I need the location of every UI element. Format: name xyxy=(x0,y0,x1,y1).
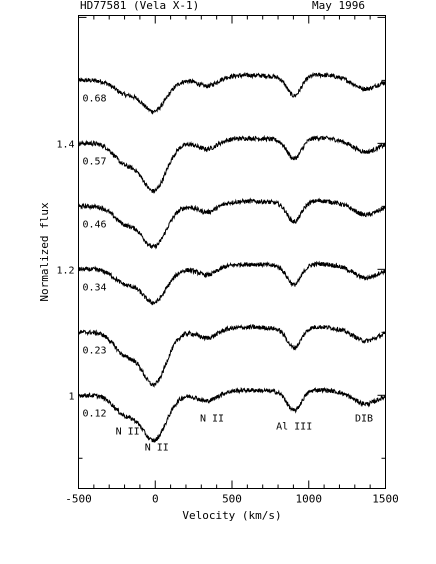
phase-label: 0.57 xyxy=(83,156,107,167)
line-id-label: Al III xyxy=(276,421,312,432)
line-id-label: N II xyxy=(116,426,140,437)
phase-label: 0.12 xyxy=(83,408,107,419)
line-id-label: N II xyxy=(200,414,224,425)
phase-label: 0.34 xyxy=(83,282,107,293)
y-tick-label: 1.4 xyxy=(56,139,74,150)
x-axis-label: Velocity (km/s) xyxy=(182,509,281,522)
x-tick-label: 0 xyxy=(152,493,159,506)
phase-label: 0.23 xyxy=(83,345,107,356)
spectrum-line xyxy=(78,71,386,115)
line-id-label: N II xyxy=(145,443,169,454)
spectrum-line xyxy=(78,134,386,194)
y-axis-label: Normalized flux xyxy=(38,202,51,302)
x-tick-label: 500 xyxy=(222,493,242,506)
phase-label: 0.68 xyxy=(83,93,107,104)
axis-ticks: -500 0 500 1000 1500 1 1.2 1.4 xyxy=(56,15,399,506)
title-right: May 1996 xyxy=(312,0,365,12)
y-tick-label: 1.2 xyxy=(56,265,74,276)
line-id-label: DIB xyxy=(355,414,373,425)
phase-label: 0.46 xyxy=(83,219,107,230)
x-tick-label: -500 xyxy=(65,493,92,506)
x-tick-label: 1500 xyxy=(372,493,399,506)
spectrum-line xyxy=(78,197,386,250)
y-tick-label: 1 xyxy=(68,391,74,402)
annotations: N II N II N II Al III DIB xyxy=(116,414,373,454)
spectrum-line xyxy=(78,323,386,388)
spectra-curves: 0.68 0.57 0.46 0.34 0.23 0.12 xyxy=(78,71,386,443)
title-left: HD77581 (Vela X-1) xyxy=(80,0,199,12)
x-tick-label: 1000 xyxy=(296,493,323,506)
spectrum-line xyxy=(78,260,386,306)
spectrum-line xyxy=(78,386,386,443)
